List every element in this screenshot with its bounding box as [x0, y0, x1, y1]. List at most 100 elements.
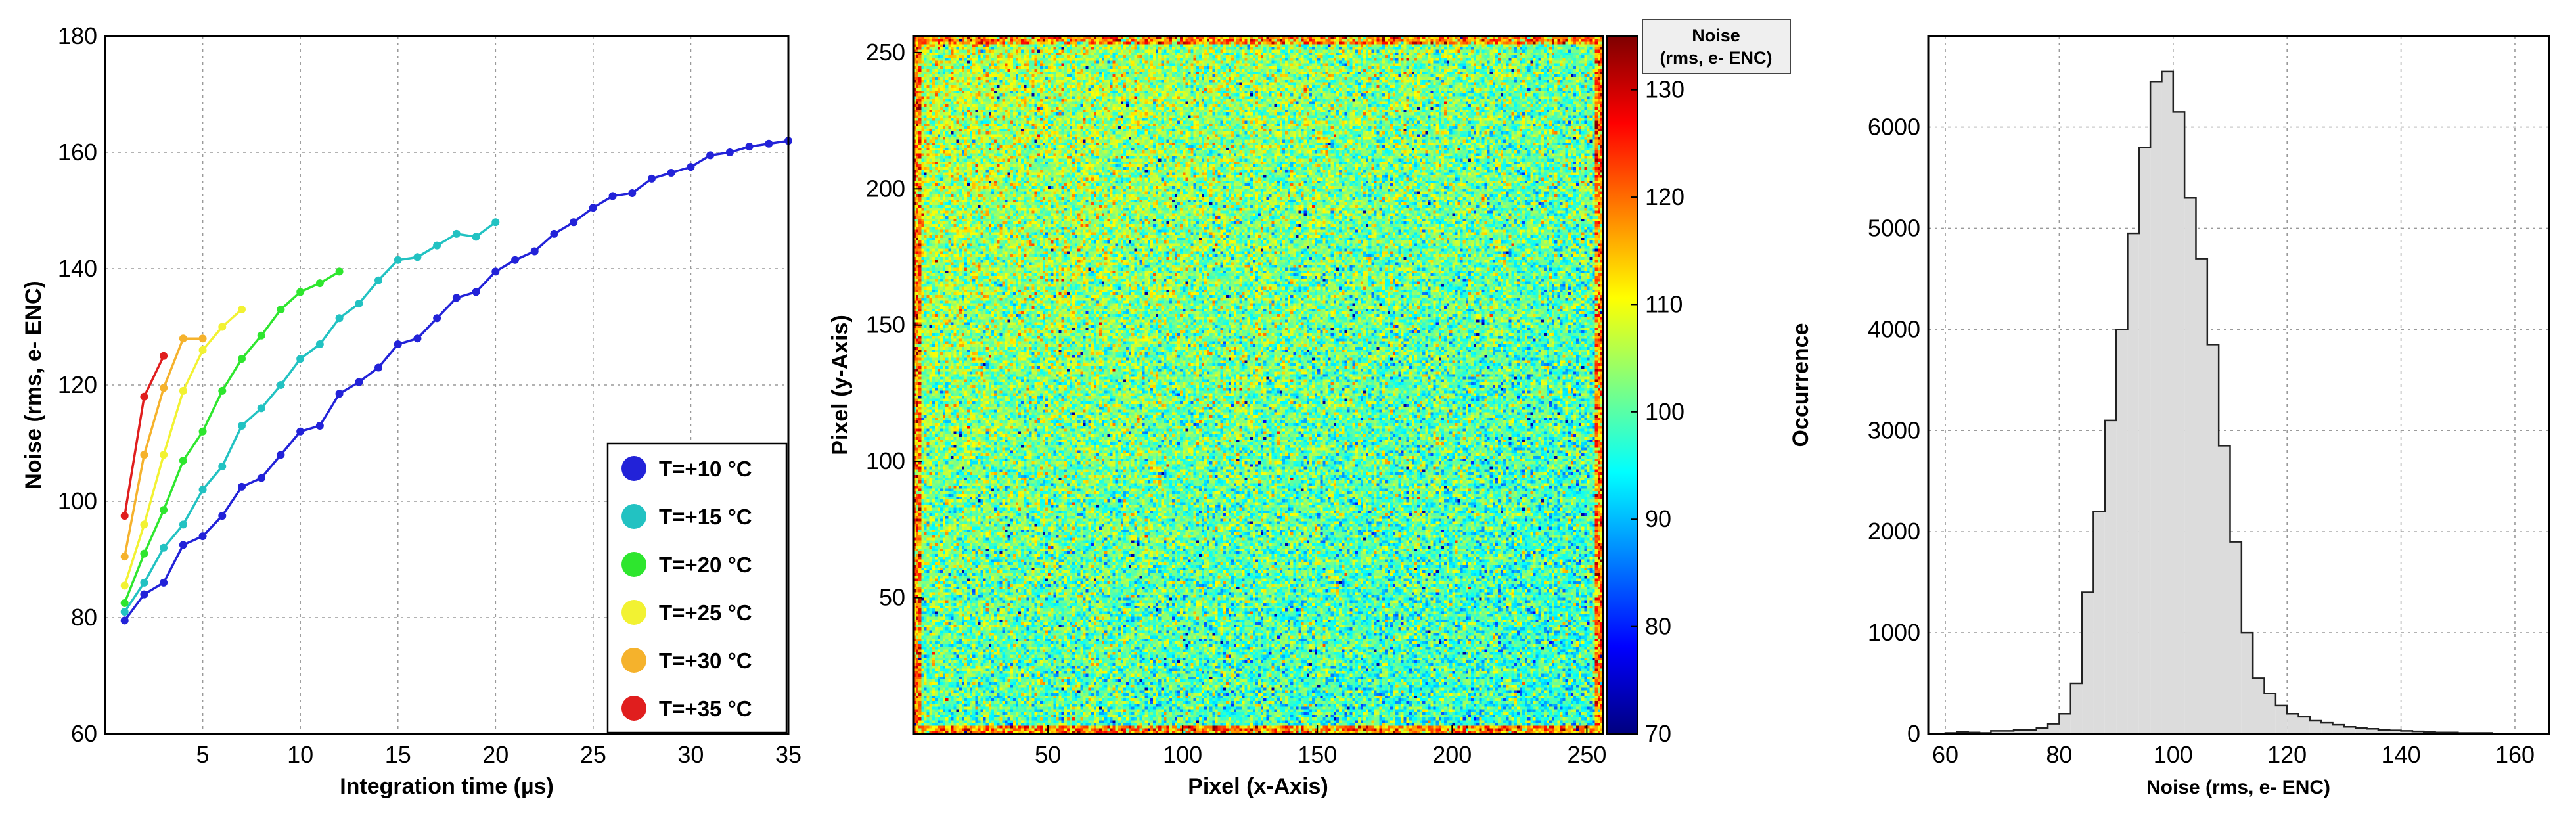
histogram-bar — [2196, 258, 2207, 734]
data-point — [413, 334, 422, 343]
data-point — [160, 384, 168, 392]
y-tick-label: 1000 — [1868, 619, 1920, 646]
x-tick-label: 30 — [677, 741, 704, 768]
data-point — [140, 549, 148, 558]
histogram-bar — [2048, 723, 2060, 734]
data-point — [277, 381, 285, 389]
data-point — [277, 305, 285, 313]
data-point — [452, 229, 461, 238]
histogram-bar — [2104, 420, 2117, 734]
series-line — [124, 270, 340, 604]
data-point — [491, 267, 500, 276]
line-chart-ticks: 5 10 15 20 25 30 35 60 80 100 120 140 160 180 — [58, 22, 802, 768]
histogram-bar — [2219, 445, 2230, 734]
line-chart-panel: 5 10 15 20 25 30 35 60 80 100 120 140 160 180 Integra… — [21, 22, 802, 799]
data-point — [120, 581, 129, 590]
heatmap-ticks: 50 100 150 200 250 50 100 150 200 250 — [866, 39, 1607, 768]
data-point — [570, 218, 578, 227]
data-point — [628, 189, 637, 197]
data-point — [648, 174, 656, 183]
data-point — [374, 276, 382, 284]
histogram-bar — [2287, 714, 2299, 734]
data-point — [140, 520, 148, 529]
legend-label: T=+30 °C — [659, 648, 752, 673]
histogram-bar — [2002, 731, 2014, 734]
histogram-bar — [2025, 729, 2037, 734]
y-tick-label: 6000 — [1868, 114, 1920, 141]
colorbar — [1606, 35, 1638, 735]
data-point — [257, 474, 265, 482]
data-point — [725, 148, 734, 156]
histogram-bar — [2366, 729, 2378, 734]
y-tick-label: 60 — [71, 720, 97, 747]
data-point — [160, 543, 168, 552]
histogram-panel: 60 80 100 120 140 160 0 1000 2000 3000 4000 5000 600… — [1788, 35, 2550, 798]
x-tick-label: 160 — [2495, 741, 2535, 768]
line-chart-xlabel: Integration time (µs) — [340, 774, 554, 799]
legend-marker — [621, 696, 646, 721]
x-tick-label: 100 — [1163, 741, 1202, 768]
data-point — [706, 151, 715, 160]
x-tick-label: 15 — [385, 741, 411, 768]
data-point — [296, 288, 305, 296]
data-point — [120, 616, 129, 625]
legend-label: T=+35 °C — [659, 696, 752, 721]
data-point — [120, 553, 129, 561]
colorbar-title-line2: (rms, e- ENC) — [1660, 48, 1772, 68]
data-point — [433, 241, 441, 250]
data-point — [667, 168, 675, 177]
legend-label: T=+25 °C — [659, 601, 752, 625]
histogram-bar — [2401, 731, 2412, 734]
y-tick-label: 0 — [1907, 720, 1920, 747]
colorbar-tick-label: 120 — [1645, 183, 1684, 210]
histogram-bar — [2424, 731, 2435, 734]
data-point — [160, 506, 168, 514]
data-point — [238, 421, 246, 430]
histogram-bar — [2059, 714, 2071, 734]
legend-box — [606, 442, 788, 734]
histogram-bar — [2241, 633, 2253, 734]
histogram-bar — [2321, 723, 2333, 734]
histogram-frame — [1927, 35, 2550, 735]
data-point — [472, 233, 480, 241]
colorbar-tick-label: 70 — [1645, 720, 1671, 747]
x-tick-label: 250 — [1567, 741, 1606, 768]
data-point — [198, 346, 207, 354]
data-point — [550, 229, 558, 238]
data-point — [140, 578, 148, 587]
data-point — [394, 340, 402, 349]
data-point — [277, 451, 285, 459]
line-chart-ylabel: Noise (rms, e- ENC) — [21, 281, 46, 489]
histogram-bars — [1944, 70, 2539, 735]
legend-label: T=+20 °C — [659, 553, 752, 577]
y-tick-label: 150 — [866, 311, 905, 338]
data-point — [296, 355, 305, 363]
data-point — [413, 253, 422, 261]
histogram-bar — [2082, 592, 2094, 734]
y-tick-label: 5000 — [1868, 214, 1920, 241]
data-point — [257, 404, 265, 413]
data-point — [491, 218, 500, 227]
histogram-bar — [2253, 678, 2265, 734]
data-point — [608, 192, 617, 200]
histogram-bar — [2298, 716, 2310, 734]
histogram-bar — [2207, 344, 2219, 734]
data-point — [472, 288, 480, 296]
y-tick-label: 4000 — [1868, 315, 1920, 342]
data-point — [198, 334, 207, 343]
heatmap-frame — [912, 35, 1604, 735]
colorbar-tick-label: 80 — [1645, 613, 1671, 640]
data-point — [745, 143, 754, 151]
data-point — [218, 386, 227, 395]
histogram-bar — [2230, 541, 2242, 734]
histogram-bar — [2343, 727, 2356, 734]
data-point — [160, 352, 168, 360]
histogram-bar — [2036, 727, 2048, 734]
histogram-ylabel: Occurrence — [1788, 323, 1813, 447]
x-tick-label: 60 — [1932, 741, 1958, 768]
data-point — [335, 314, 344, 323]
y-tick-label: 80 — [71, 604, 97, 631]
data-point — [120, 512, 129, 520]
histogram-bar — [2127, 233, 2139, 734]
series-line — [124, 221, 497, 613]
